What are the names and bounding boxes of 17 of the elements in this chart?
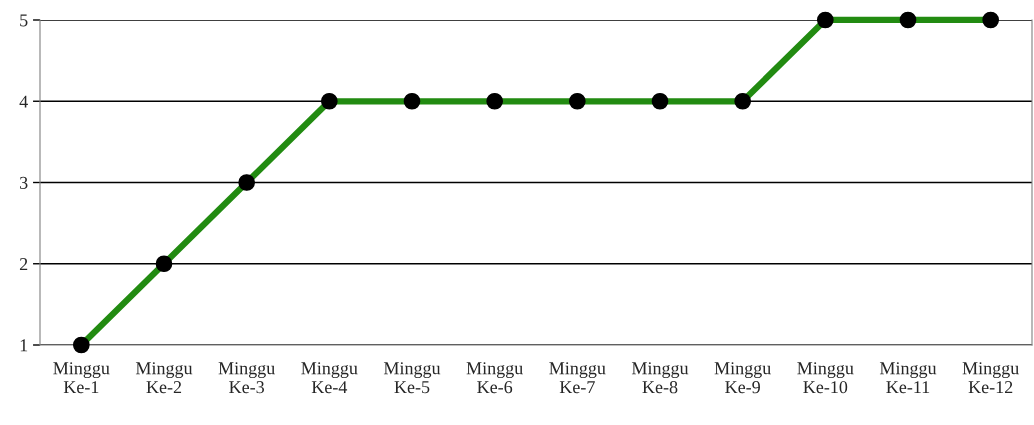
y-tick-label: 4 xyxy=(19,95,28,108)
y-tick-label: 5 xyxy=(20,14,28,27)
x-tick-label: Minggu Ke-8 xyxy=(631,362,689,394)
x-tick-label: Minggu Ke-2 xyxy=(135,362,193,394)
y-tick-label: 3 xyxy=(20,176,28,189)
x-tick-label: Minggu Ke-7 xyxy=(549,362,606,394)
x-tick-label: Minggu Ke-9 xyxy=(714,362,771,394)
x-tick-label: Minggu Ke-4 xyxy=(301,362,358,394)
y-tick-label: 1 xyxy=(20,339,28,352)
x-tick-label: Minggu Ke-3 xyxy=(218,362,275,394)
x-tick-label: Minggu Ke-1 xyxy=(53,362,110,394)
x-tick-label: Minggu Ke-11 xyxy=(879,362,937,394)
x-tick-label: Minggu Ke-6 xyxy=(466,362,523,394)
x-tick-label: Minggu Ke-10 xyxy=(797,362,854,394)
y-tick-label: 2 xyxy=(19,258,28,271)
x-tick-label: Minggu Ke-12 xyxy=(962,362,1019,394)
x-tick-label: Minggu Ke-5 xyxy=(383,362,441,394)
